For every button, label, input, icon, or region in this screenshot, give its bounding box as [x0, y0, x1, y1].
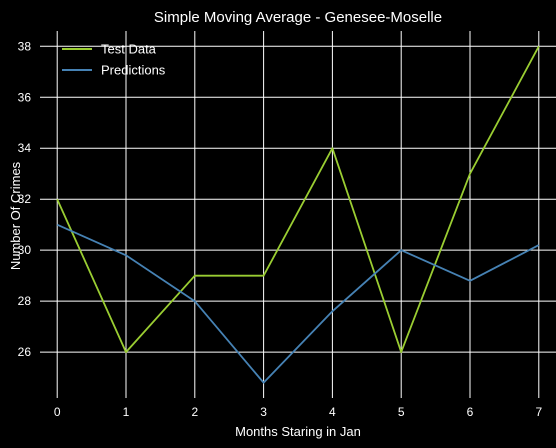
series-layer — [56, 45, 540, 384]
x-tick-label: 4 — [329, 405, 336, 419]
y-tick-label: 36 — [18, 90, 32, 104]
y-tick-label: 26 — [18, 345, 32, 359]
x-tick-label: 1 — [123, 405, 130, 419]
x-tick-label: 2 — [191, 405, 198, 419]
series-line-test-data — [56, 45, 540, 354]
x-tick-label: 7 — [535, 405, 542, 419]
legend-label-test-data: Test Data — [101, 42, 157, 57]
y-tick-label: 38 — [18, 39, 32, 53]
series-line-predictions — [56, 223, 540, 384]
y-tick-label: 32 — [18, 192, 32, 206]
y-tick-label: 28 — [18, 294, 32, 308]
legend: Test Data Predictions — [62, 42, 166, 78]
x-tick-label: 6 — [467, 405, 474, 419]
x-tick-label: 5 — [398, 405, 405, 419]
y-axis-label: Number Of Crimes — [8, 161, 23, 270]
y-tick-label: 30 — [18, 243, 32, 257]
x-tick-label: 3 — [260, 405, 267, 419]
x-axis-label: Months Staring in Jan — [235, 424, 361, 439]
legend-label-predictions: Predictions — [101, 63, 166, 78]
chart-title: Simple Moving Average - Genesee-Moselle — [154, 9, 442, 26]
x-tick-label: 0 — [54, 405, 61, 419]
y-tick-label: 34 — [18, 141, 32, 155]
grid — [40, 31, 556, 398]
